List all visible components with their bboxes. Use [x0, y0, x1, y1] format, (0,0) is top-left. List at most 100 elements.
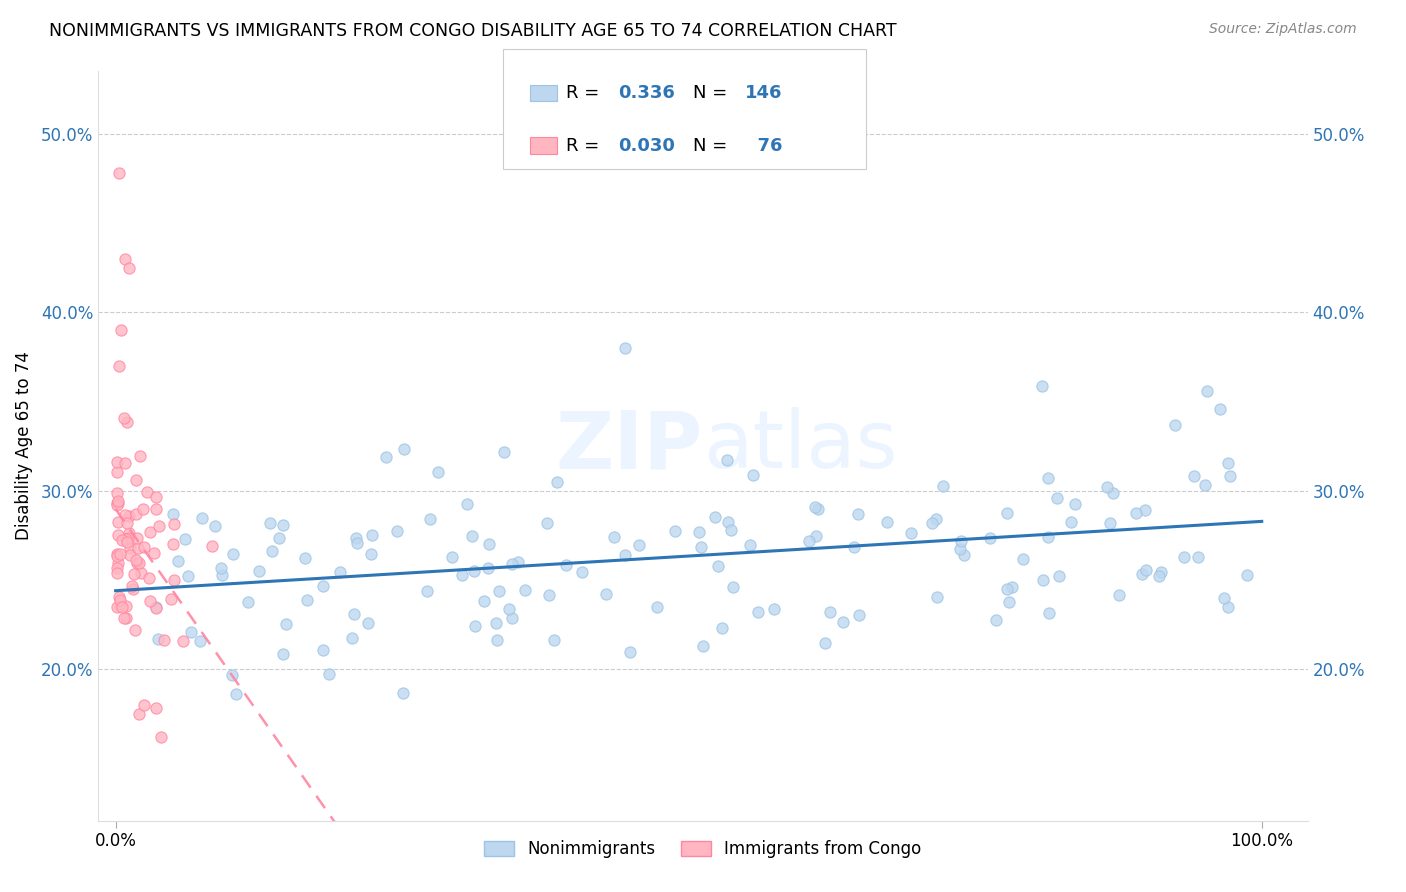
Point — [375, 450, 398, 464]
Point — [221, 667, 243, 681]
Point — [1164, 417, 1187, 432]
Point — [344, 531, 367, 545]
Point — [105, 455, 128, 469]
Point — [115, 516, 138, 530]
Point — [1184, 468, 1206, 483]
Point — [211, 568, 233, 582]
Point — [742, 468, 765, 483]
Point — [720, 523, 742, 537]
Point — [118, 526, 141, 541]
Point — [498, 602, 520, 616]
Point — [925, 512, 948, 526]
Point — [105, 549, 128, 563]
Point — [145, 599, 167, 614]
Point — [463, 564, 485, 578]
Point — [132, 502, 155, 516]
Point — [1095, 480, 1118, 494]
Point — [921, 516, 943, 531]
Point — [997, 595, 1019, 609]
Point — [162, 537, 184, 551]
Point — [738, 538, 761, 552]
Point — [717, 515, 740, 529]
Point — [145, 490, 167, 504]
Point — [201, 539, 224, 553]
Point — [115, 535, 138, 549]
Point — [107, 496, 129, 510]
Point — [488, 583, 510, 598]
Point — [108, 591, 131, 605]
Point — [107, 528, 129, 542]
Point — [134, 540, 156, 554]
Point — [392, 686, 415, 700]
Point — [262, 544, 284, 558]
Point — [848, 608, 870, 623]
Point — [704, 509, 727, 524]
Point — [105, 496, 128, 510]
Point — [619, 645, 641, 659]
Point — [271, 647, 294, 661]
Text: 76: 76 — [745, 136, 783, 154]
Point — [440, 549, 463, 564]
Point — [1064, 497, 1087, 511]
Point — [1219, 469, 1241, 483]
Point — [997, 582, 1019, 597]
Point — [108, 593, 131, 607]
Point — [138, 571, 160, 585]
Point — [613, 548, 636, 562]
Point — [692, 639, 714, 653]
Point — [416, 583, 439, 598]
Point — [979, 531, 1001, 545]
Point — [818, 605, 841, 619]
Point — [145, 501, 167, 516]
Point — [127, 541, 149, 556]
Point — [105, 566, 128, 580]
Point — [108, 166, 131, 180]
Point — [1031, 379, 1053, 393]
Point — [478, 537, 501, 551]
Point — [984, 613, 1007, 627]
Point — [949, 541, 972, 556]
Point — [1216, 456, 1239, 470]
Point — [1173, 550, 1195, 565]
Point — [110, 323, 132, 337]
Point — [747, 605, 769, 619]
Point — [710, 622, 733, 636]
Point — [271, 518, 294, 533]
Point — [1125, 507, 1147, 521]
Point — [114, 252, 136, 266]
Point — [1218, 599, 1240, 614]
Point — [1038, 607, 1060, 621]
Text: R =: R = — [567, 136, 606, 154]
Point — [105, 561, 128, 575]
Point — [571, 565, 593, 579]
Point — [555, 558, 578, 573]
Point — [689, 541, 711, 555]
Point — [1108, 588, 1130, 602]
Point — [950, 534, 973, 549]
Point — [139, 524, 162, 539]
Point — [492, 445, 515, 459]
Text: N =: N = — [693, 84, 734, 102]
Point — [267, 532, 290, 546]
Point — [115, 610, 138, 624]
Point — [1212, 591, 1234, 605]
Point — [163, 573, 186, 587]
Point — [225, 687, 247, 701]
Point — [295, 592, 318, 607]
Point — [111, 533, 134, 548]
Text: atlas: atlas — [703, 407, 897, 485]
Point — [474, 594, 496, 608]
Point — [238, 595, 260, 609]
Point — [900, 526, 922, 541]
Point — [122, 566, 145, 581]
Point — [118, 548, 141, 562]
Point — [105, 599, 128, 614]
Point — [312, 579, 335, 593]
Point — [107, 515, 129, 529]
Point — [1047, 568, 1070, 582]
Point — [1045, 491, 1067, 506]
Point — [125, 507, 148, 521]
Point — [125, 473, 148, 487]
Point — [832, 615, 855, 629]
Point — [121, 579, 143, 593]
